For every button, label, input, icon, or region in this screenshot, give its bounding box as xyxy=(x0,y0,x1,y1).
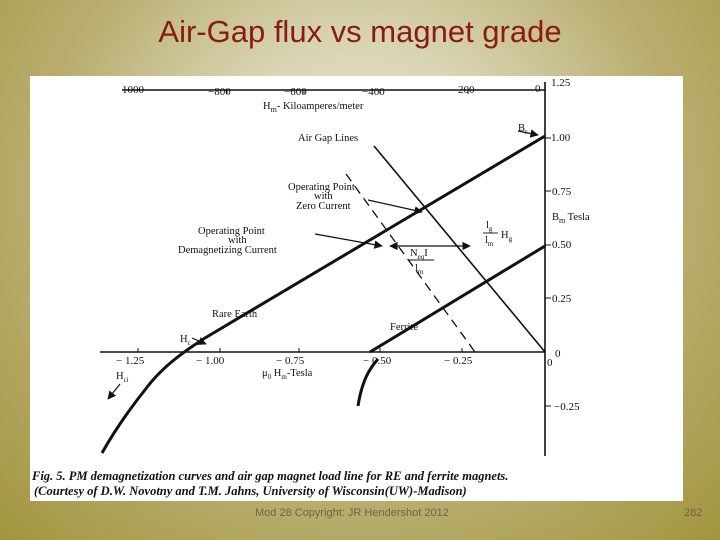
caption-line-1: Fig. 5. PM demagnetization curves and ai… xyxy=(32,469,509,483)
rare-earth-knee-curve xyxy=(100,336,206,454)
figure-caption: Fig. 5. PM demagnetization curves and ai… xyxy=(32,469,682,499)
bottom-tick-label: 0 xyxy=(547,357,553,369)
top-tick-label: −800 xyxy=(208,86,231,98)
slide-title: Air-Gap flux vs magnet grade xyxy=(158,14,562,49)
neq-numerator: NeqI xyxy=(410,248,428,261)
top-tick-label: 1000 xyxy=(122,84,145,96)
arrow-br xyxy=(517,129,539,138)
arrow-op-demag xyxy=(314,233,383,249)
top-tick-label: 0 xyxy=(535,83,541,95)
op-zero-label-3: Zero Current xyxy=(296,201,351,212)
right-tick-label: 0 xyxy=(555,348,561,360)
bottom-axis-title: μ0 Hm-Tesla xyxy=(262,368,313,381)
lg-hg-label: Hg xyxy=(501,230,513,243)
arrow-hc xyxy=(191,337,207,345)
arrow-op-zero xyxy=(367,199,423,215)
lg-numerator: lg xyxy=(486,220,493,233)
rare-earth-line xyxy=(204,134,546,340)
br-label: Br xyxy=(518,123,528,136)
bottom-tick-label: − 1.00 xyxy=(196,355,225,367)
rare-earth-label: Rare Earth xyxy=(212,309,258,320)
arrow-hci xyxy=(107,383,121,400)
op-zero-label-1: Operating Point xyxy=(288,182,355,193)
bottom-tick-label: − 1.25 xyxy=(116,355,145,367)
top-axis-title: Hm- Kiloamperes/meter xyxy=(263,101,364,114)
page-number: 282 xyxy=(684,507,703,519)
top-tick-label: −400 xyxy=(362,86,385,98)
caption-line-2: (Courtesy of D.W. Novotny and T.M. Jahns… xyxy=(34,484,467,498)
hci-label: Hci xyxy=(116,371,129,384)
right-tick-label: 0.25 xyxy=(552,293,572,305)
demagnetization-diagram: 1000 −800 −600 −400 200 0 Hm- Kiloampere… xyxy=(100,77,590,456)
op-demag-label-1: Operating Point xyxy=(198,226,265,237)
right-tick-label: 1.25 xyxy=(551,77,571,89)
ferrite-line xyxy=(369,244,546,354)
op-zero-label-2: with xyxy=(314,191,333,202)
neq-denominator: lm xyxy=(415,263,424,276)
right-axis-title: Bm Tesla xyxy=(552,212,590,225)
op-demag-label-2: with xyxy=(228,235,247,246)
ferrite-label: Ferrite xyxy=(390,322,418,333)
lg-denominator: lm xyxy=(485,235,494,248)
right-tick-label: 0.50 xyxy=(552,239,572,251)
figure-panel: 1000 −800 −600 −400 200 0 Hm- Kiloampere… xyxy=(30,76,683,501)
hc-label: Hc xyxy=(180,334,191,347)
right-tick-label: 0.75 xyxy=(552,186,572,198)
op-demag-label-3: Demagnetizing Current xyxy=(178,245,277,256)
ferrite-knee-curve xyxy=(356,358,380,407)
air-gap-shifted-line xyxy=(345,173,476,353)
bottom-tick-label: − 0.75 xyxy=(276,355,305,367)
right-tick-label: −0.25 xyxy=(554,401,580,413)
top-tick-label: 200 xyxy=(458,84,475,96)
top-tick-label: −600 xyxy=(284,86,307,98)
slide-footer: Mod 28 Copyright: JR Hendershot 2012 xyxy=(255,507,449,519)
bottom-tick-label: − 0.25 xyxy=(444,355,473,367)
right-tick-label: 1.00 xyxy=(551,132,571,144)
air-gap-lines-label: Air Gap Lines xyxy=(298,133,358,144)
